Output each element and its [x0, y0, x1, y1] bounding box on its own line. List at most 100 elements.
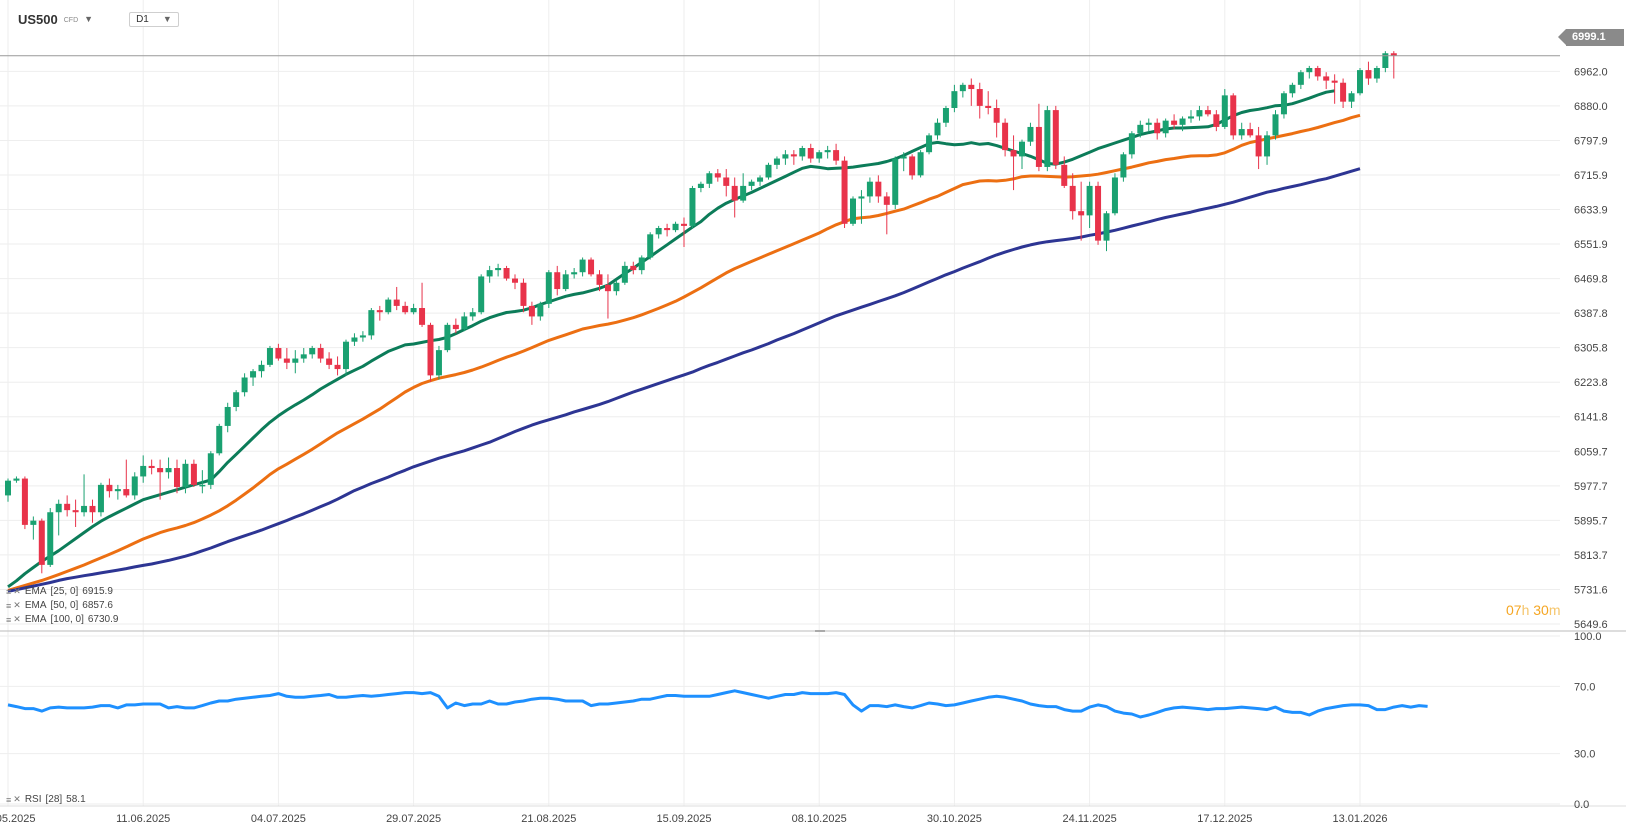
candle-body [782, 154, 789, 159]
candle-body [89, 505, 96, 513]
candle-body [13, 478, 20, 481]
candle-body [1052, 110, 1059, 165]
candle-body [545, 272, 552, 304]
settings-icon[interactable]: ≡ [6, 600, 12, 611]
candle-body [1340, 82, 1347, 102]
candle-body [621, 265, 628, 283]
candle-body [1095, 185, 1102, 241]
candle-body [55, 503, 62, 513]
close-icon[interactable]: ✕ [13, 794, 21, 804]
candle-body [537, 303, 544, 317]
candle-body [1373, 67, 1380, 79]
settings-icon[interactable]: ≡ [6, 586, 12, 597]
candle-body [1221, 95, 1228, 127]
candle-body [1128, 133, 1135, 155]
candle-body [1255, 135, 1262, 157]
y-tick-label: 5731.6 [1574, 584, 1608, 596]
x-tick-label: 08.10.2025 [792, 813, 847, 825]
candle-body [588, 259, 595, 275]
candle-body [1145, 122, 1152, 125]
legend-ema50-name: EMA [24, 600, 47, 611]
candle-body [799, 147, 806, 157]
candle-body [199, 484, 206, 487]
candle-body [917, 152, 924, 176]
candle-body [419, 308, 426, 325]
legend-rsi[interactable]: ≡ ✕ RSI [28] 58.1 [6, 794, 86, 805]
candle-body [47, 512, 54, 565]
candle-body [1111, 177, 1118, 214]
candle-body [250, 371, 257, 378]
candle-body [790, 154, 797, 157]
candle-body [1179, 118, 1186, 125]
candle-body [1297, 72, 1304, 85]
candle-body [30, 520, 37, 525]
candle-body [258, 364, 265, 372]
close-icon[interactable]: ✕ [13, 600, 21, 610]
candle-body [376, 310, 383, 313]
legend-ema100-params: [100, 0] [50, 614, 84, 625]
grid [0, 0, 1560, 806]
candle-body [1002, 122, 1009, 151]
candle-body [554, 272, 561, 290]
candle-body [604, 284, 611, 292]
panel-resize-handle [815, 630, 825, 632]
candle-body [942, 107, 949, 123]
symbol-chevron-down-icon[interactable]: ▼ [84, 14, 94, 24]
candle-body [72, 510, 79, 513]
candle-body [1069, 185, 1076, 212]
candle-body [300, 354, 307, 359]
x-tick-label: 11.06.2025 [116, 813, 170, 825]
candle-body [140, 465, 147, 477]
candle-body [985, 105, 992, 108]
candle-body [1061, 164, 1068, 186]
timeframe-label: D1 [136, 13, 149, 25]
y-tick-label: 6223.8 [1574, 377, 1608, 389]
candle-body [233, 392, 240, 407]
legend-ema50[interactable]: ≡ ✕ EMA [50, 0] 6857.6 [6, 600, 113, 611]
y-tick-label: 6305.8 [1574, 343, 1608, 355]
candle-body [740, 185, 747, 201]
candle-body [385, 299, 392, 313]
candle-body [1154, 122, 1161, 134]
candle-body [207, 453, 214, 485]
legend-ema25[interactable]: ≡ ✕ EMA [25, 0] 6915.9 [6, 586, 113, 597]
close-icon[interactable]: ✕ [13, 614, 21, 624]
candle-body [562, 274, 569, 290]
candle-body [1331, 80, 1338, 83]
ema100-line [7, 167, 1361, 593]
candle-body [833, 150, 840, 161]
candle-body [723, 177, 730, 186]
x-tick-label: 13.01.2026 [1332, 813, 1387, 825]
candle-body [1280, 93, 1287, 115]
timeframe-chevron-down-icon: ▼ [162, 14, 172, 24]
ema-lines [7, 89, 1361, 593]
countdown-minutes-unit: m [1548, 602, 1561, 618]
legend-ema50-params: [50, 0] [50, 600, 79, 611]
candle-body [503, 268, 510, 279]
y-tick-label: 5977.7 [1574, 481, 1608, 493]
candle-body [1196, 110, 1203, 117]
candle-body [444, 324, 451, 351]
settings-icon[interactable]: ≡ [6, 794, 12, 805]
symbol-label[interactable]: US500 [18, 11, 58, 27]
candle-body [850, 198, 856, 224]
close-icon[interactable]: ✕ [13, 586, 21, 596]
candle-body [1010, 150, 1017, 157]
candle-body [900, 156, 907, 159]
candle-body [773, 158, 780, 165]
candle-body [283, 358, 290, 363]
candle-body [292, 358, 299, 363]
legend-ema100[interactable]: ≡ ✕ EMA [100, 0] 6730.9 [6, 614, 118, 625]
candle-body [1204, 110, 1211, 115]
candle-body [714, 173, 721, 178]
timeframe-select[interactable]: D1 ▼ [129, 11, 179, 27]
settings-icon[interactable]: ≡ [6, 614, 12, 625]
legend-ema25-params: [25, 0] [50, 586, 79, 597]
candle-body [114, 489, 121, 492]
candle-body [571, 272, 578, 275]
candle-body [1323, 76, 1330, 81]
candle-body [883, 196, 890, 205]
candle-body [672, 223, 679, 231]
candle-body [1390, 53, 1397, 56]
